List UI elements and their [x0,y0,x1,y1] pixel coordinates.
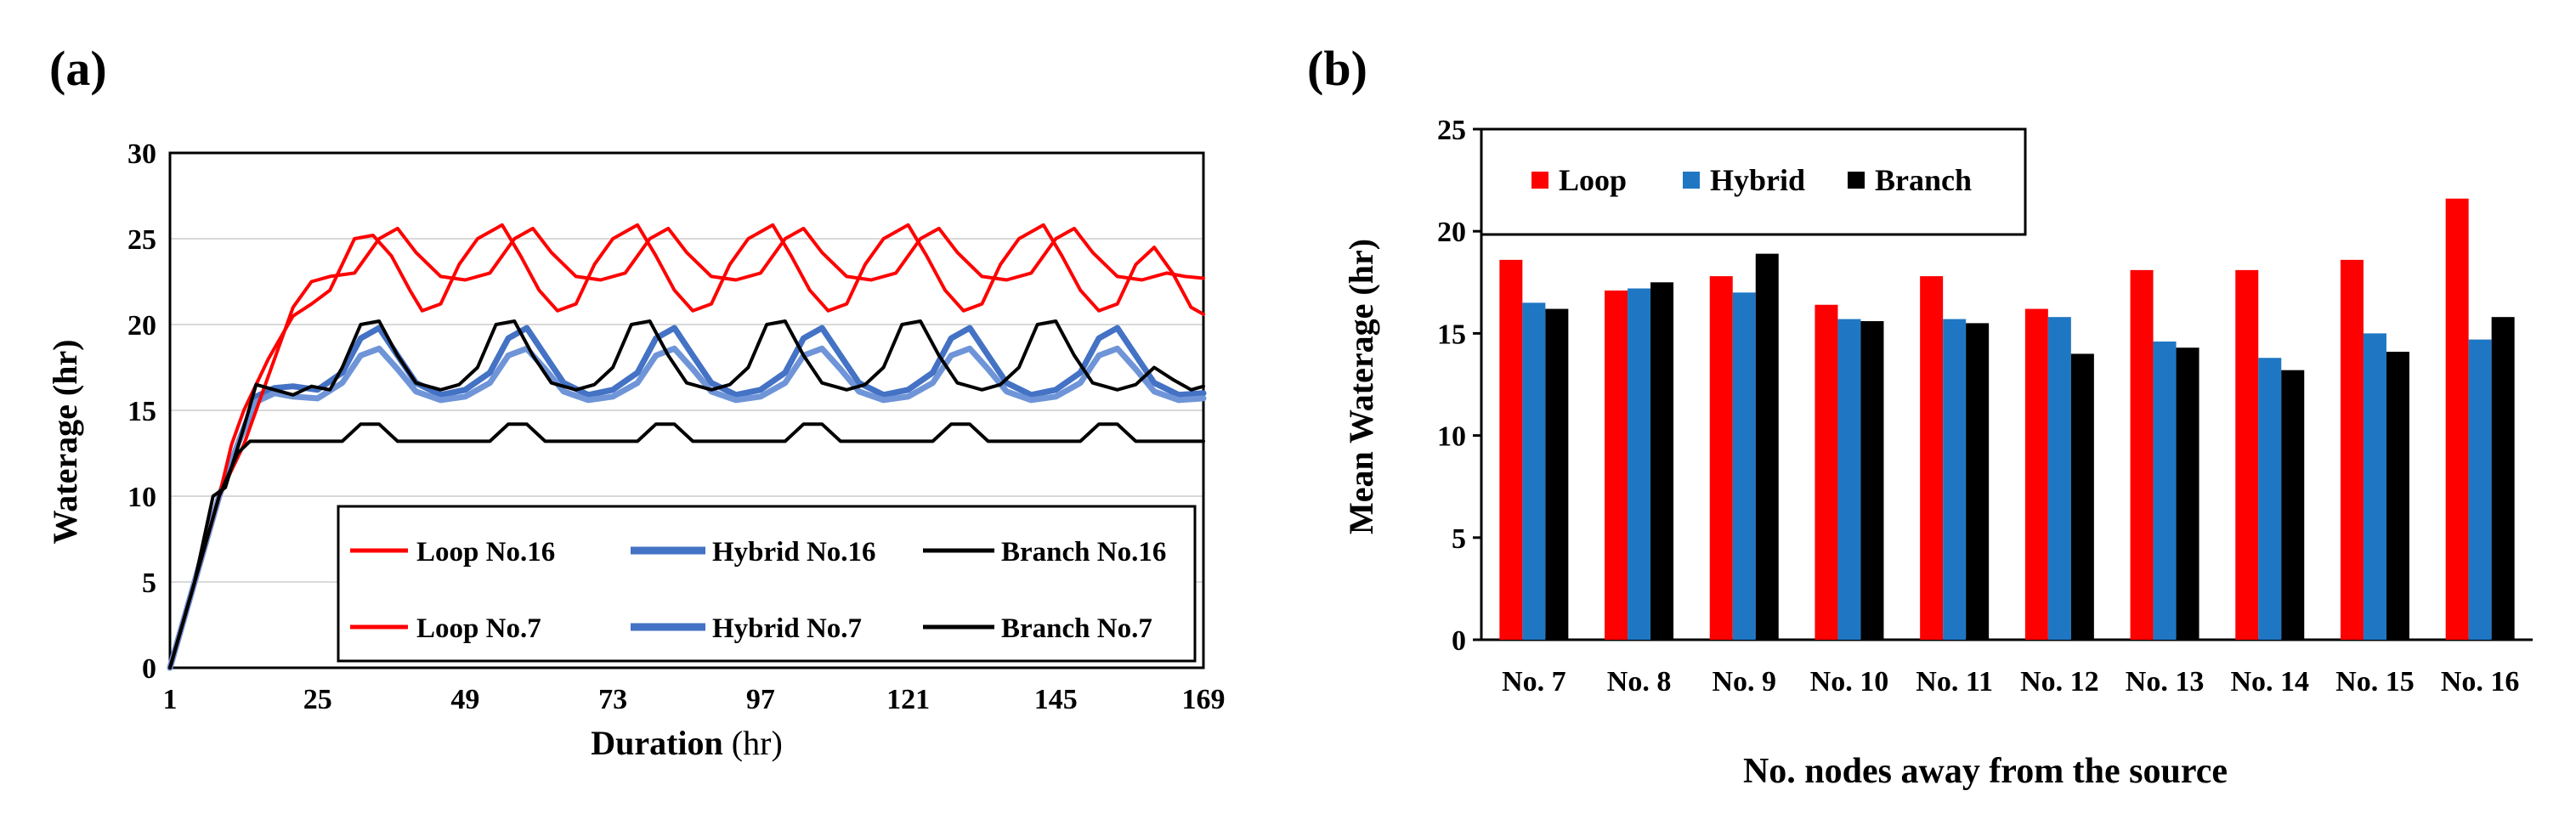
bar-branch-no10 [1860,320,1884,640]
bar-hybrid-no16 [2468,339,2492,640]
bar-hybrid-no10 [1837,319,1861,640]
x-tick-label: No. 16 [2441,666,2520,698]
bar-hybrid-no8 [1628,288,1651,640]
y-tick-label: 20 [1437,217,1466,248]
y-tick-label: 5 [142,568,156,599]
y-tick-label: 0 [142,653,156,685]
y-tick-label: 30 [127,138,156,170]
y-axis-label: Mean Waterage (hr) [1342,239,1380,534]
panel-b-label: (b) [1307,41,1367,96]
x-tick-label: 145 [1034,684,1078,715]
x-tick-label: 1 [163,684,178,715]
x-tick-label: No. 13 [2126,666,2205,698]
bar-hybrid-no7 [1522,302,1546,640]
bar-loop-no15 [2340,259,2364,640]
y-tick-label: 15 [127,396,156,427]
series-lines [167,223,1207,671]
legend-swatch-loop [1531,172,1548,189]
x-tick-label: No. 7 [1502,666,1566,698]
legend-label-branch-16: Branch No.16 [1001,537,1166,568]
bar-loop-no16 [2445,198,2469,641]
bar-loop-no14 [2235,269,2259,640]
bar-branch-no7 [1545,308,1569,640]
legend-b: Loop Hybrid Branch [1480,127,2027,236]
y-tick-label: 10 [1437,421,1466,453]
x-tick-labels: 1 25 49 73 97 121 145 169 [163,684,1226,715]
bar-hybrid-no12 [2047,317,2071,640]
legend-swatch-branch [1848,172,1865,189]
series-line-branch-no-7 [168,422,1205,669]
x-tick-label: 73 [598,684,627,715]
y-axis-label: Waterage (hr) [46,339,84,544]
x-axis-label: Duration (hr) [591,724,783,762]
x-tick-label: No. 9 [1712,666,1776,698]
y-tick-labels: 0 5 10 15 20 25 [1437,115,1481,657]
legend-swatch-hybrid [1683,172,1700,189]
plot-area-frame [168,151,1205,669]
series-line-branch-no-16 [168,319,1205,669]
bar-loop-no9 [1709,276,1733,640]
bar-branch-no15 [2386,352,2409,640]
x-tick-label: No. 10 [1810,666,1889,698]
x-tick-labels: No. 7 No. 8 No. 9 No. 10 No. 11 No. 12 No. 13 N… [1502,666,2519,698]
y-tick-label: 5 [1452,523,1466,555]
bar-loop-no10 [1815,304,1838,640]
x-tick-label: 25 [303,684,332,715]
x-tick-label: No. 12 [2020,666,2099,698]
bar-branch-no13 [2176,347,2200,640]
legend-label-hybrid-16: Hybrid No.16 [712,537,876,568]
x-tick-label: No. 14 [2230,666,2309,698]
y-tick-label: 15 [1437,319,1466,350]
y-tick-label: 25 [1437,115,1466,146]
x-tick-label: No. 15 [2335,666,2415,698]
legend-label-hybrid: Hybrid [1710,163,1805,197]
legend-label-branch-7: Branch No.7 [1001,613,1152,644]
bar-loop-no13 [2130,269,2154,640]
bar-loop-no8 [1605,290,1628,640]
legend-box [337,505,1197,663]
series-line-loop-no-7 [168,223,1205,669]
bar-loop-no11 [1920,276,1944,640]
y-tick-label: 0 [1452,625,1466,657]
panel-a-label: (a) [49,41,107,96]
series-line-loop-no-16 [168,226,1205,669]
legend-label-branch: Branch [1875,163,1972,197]
x-tick-label: 97 [746,684,775,715]
y-tick-label: 20 [127,310,156,342]
x-tick-label: No. 11 [1916,666,1993,698]
bars [1499,198,2515,641]
x-axis-label: No. nodes away from the source [1743,752,2228,791]
bar-hybrid-no14 [2258,358,2282,640]
legend-box [1480,127,2027,236]
bar-hybrid-no13 [2153,342,2177,640]
line-chart-a: 0 5 10 15 20 25 30 1 25 49 73 97 121 145 169 Waterage… [46,138,1226,762]
legend-label-loop: Loop [1559,163,1627,197]
y-tick-label: 10 [127,482,156,513]
bar-branch-no16 [2491,317,2515,640]
legend-label-hybrid-7: Hybrid No.7 [712,613,862,644]
bar-hybrid-no9 [1732,292,1756,640]
bar-hybrid-no11 [1943,319,1967,640]
y-tick-labels: 0 5 10 15 20 25 30 [127,138,156,685]
bar-branch-no11 [1966,323,1990,640]
x-tick-label: 49 [450,684,479,715]
legend-label-loop-16: Loop No.16 [416,537,555,568]
bar-branch-no9 [1755,253,1779,640]
bar-branch-no12 [2070,353,2094,640]
series-line-hybrid-no-16 [167,325,1207,671]
legend-label-loop-7: Loop No.7 [416,613,541,644]
series-line-hybrid-no-7 [167,345,1207,671]
x-tick-label: No. 8 [1607,666,1672,698]
legend-a: Loop No.16 Hybrid No.16 Branch No.16 Loo… [337,505,1197,663]
bar-branch-no14 [2281,370,2305,640]
bar-hybrid-no15 [2363,333,2386,640]
bar-branch-no8 [1650,282,1674,640]
x-tick-label: 169 [1182,684,1226,715]
bar-loop-no7 [1499,259,1523,640]
y-tick-label: 25 [127,224,156,256]
x-tick-label: 121 [886,684,930,715]
bar-loop-no12 [2024,308,2048,640]
